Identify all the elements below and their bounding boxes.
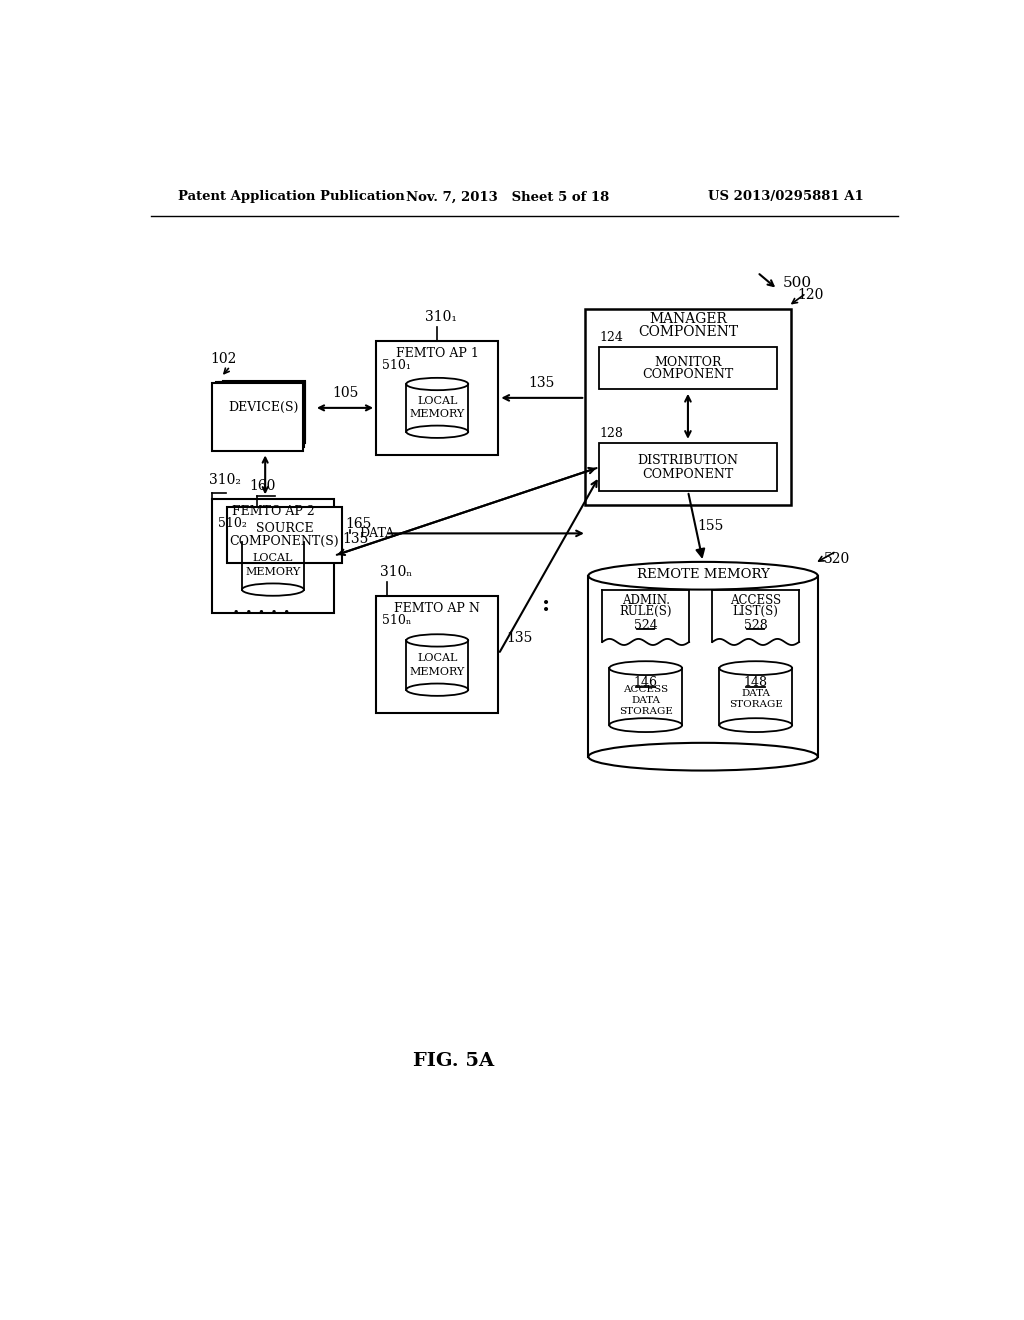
FancyBboxPatch shape xyxy=(599,347,776,389)
Text: REMOTE MEMORY: REMOTE MEMORY xyxy=(637,568,769,581)
Text: DISTRIBUTION: DISTRIBUTION xyxy=(637,454,738,467)
Text: COMPONENT: COMPONENT xyxy=(638,325,738,339)
Text: 105: 105 xyxy=(332,387,358,400)
Text: LOCAL
MEMORY: LOCAL MEMORY xyxy=(246,553,301,577)
FancyBboxPatch shape xyxy=(599,444,776,491)
Ellipse shape xyxy=(609,661,682,675)
Text: FEMTO AP N: FEMTO AP N xyxy=(394,602,480,615)
Text: MANAGER: MANAGER xyxy=(649,313,727,326)
Text: 528: 528 xyxy=(743,619,768,631)
Text: LOCAL
MEMORY: LOCAL MEMORY xyxy=(410,653,465,677)
Text: 524: 524 xyxy=(634,619,657,631)
Text: FEMTO AP 2: FEMTO AP 2 xyxy=(231,504,314,517)
Text: 510ₙ: 510ₙ xyxy=(382,614,412,627)
FancyBboxPatch shape xyxy=(376,341,499,455)
Ellipse shape xyxy=(407,684,468,696)
FancyBboxPatch shape xyxy=(219,381,305,444)
Bar xyxy=(407,640,468,689)
Text: 160: 160 xyxy=(249,479,275,494)
Text: Nov. 7, 2013   Sheet 5 of 18: Nov. 7, 2013 Sheet 5 of 18 xyxy=(407,190,609,203)
FancyBboxPatch shape xyxy=(216,383,304,447)
Text: 500: 500 xyxy=(783,276,812,290)
Text: 120: 120 xyxy=(797,288,823,302)
Text: DATA: DATA xyxy=(359,527,394,540)
Text: 310₂: 310₂ xyxy=(209,473,242,487)
Ellipse shape xyxy=(719,661,793,675)
Text: LOCAL
MEMORY: LOCAL MEMORY xyxy=(410,396,465,418)
Text: COMPONENT: COMPONENT xyxy=(642,467,733,480)
Text: DEVICE(S): DEVICE(S) xyxy=(228,401,299,414)
Bar xyxy=(609,668,682,725)
Ellipse shape xyxy=(719,718,793,733)
Text: 128: 128 xyxy=(599,428,623,441)
Text: 310₁: 310₁ xyxy=(425,310,457,323)
FancyBboxPatch shape xyxy=(212,499,334,612)
Ellipse shape xyxy=(589,743,818,771)
Text: 520: 520 xyxy=(824,552,850,566)
Text: ACCESS
DATA
STORAGE: ACCESS DATA STORAGE xyxy=(618,685,673,715)
Text: 510₂: 510₂ xyxy=(218,517,247,529)
Bar xyxy=(589,576,818,756)
Text: 124: 124 xyxy=(599,331,623,345)
Text: . . . . .: . . . . . xyxy=(232,599,290,616)
Text: FEMTO AP 1: FEMTO AP 1 xyxy=(396,347,478,360)
FancyBboxPatch shape xyxy=(212,383,303,451)
Text: 135: 135 xyxy=(528,376,555,391)
Text: 310ₙ: 310ₙ xyxy=(380,565,412,579)
FancyBboxPatch shape xyxy=(586,309,791,506)
Ellipse shape xyxy=(407,635,468,647)
Text: :: : xyxy=(543,594,551,616)
Text: MONITOR: MONITOR xyxy=(654,355,722,368)
Text: 148: 148 xyxy=(743,676,768,689)
Text: COMPONENT(S): COMPONENT(S) xyxy=(229,536,339,548)
Text: US 2013/0295881 A1: US 2013/0295881 A1 xyxy=(709,190,864,203)
FancyBboxPatch shape xyxy=(227,507,342,562)
Text: Patent Application Publication: Patent Application Publication xyxy=(178,190,406,203)
Text: 155: 155 xyxy=(697,520,724,533)
Text: 135: 135 xyxy=(342,532,369,546)
FancyBboxPatch shape xyxy=(376,595,499,713)
Ellipse shape xyxy=(407,425,468,438)
Text: 135: 135 xyxy=(506,631,532,645)
Text: DATA
STORAGE: DATA STORAGE xyxy=(729,689,782,709)
Ellipse shape xyxy=(242,583,304,595)
Bar xyxy=(242,543,304,590)
Bar xyxy=(407,384,468,432)
Text: FIG. 5A: FIG. 5A xyxy=(413,1052,494,1069)
Text: COMPONENT: COMPONENT xyxy=(642,368,733,381)
Text: RULE(S): RULE(S) xyxy=(620,606,672,619)
Bar xyxy=(719,668,793,725)
Text: 146: 146 xyxy=(634,676,657,689)
Text: ADMIN.: ADMIN. xyxy=(622,594,670,607)
Ellipse shape xyxy=(407,378,468,391)
Ellipse shape xyxy=(589,562,818,590)
Ellipse shape xyxy=(609,718,682,733)
Text: SOURCE: SOURCE xyxy=(256,521,313,535)
Text: 510₁: 510₁ xyxy=(382,359,411,372)
Text: ACCESS: ACCESS xyxy=(730,594,781,607)
FancyBboxPatch shape xyxy=(223,381,305,440)
Ellipse shape xyxy=(242,536,304,548)
Text: 165: 165 xyxy=(345,517,372,531)
Text: LIST(S): LIST(S) xyxy=(733,606,778,619)
Text: 102: 102 xyxy=(210,352,237,367)
